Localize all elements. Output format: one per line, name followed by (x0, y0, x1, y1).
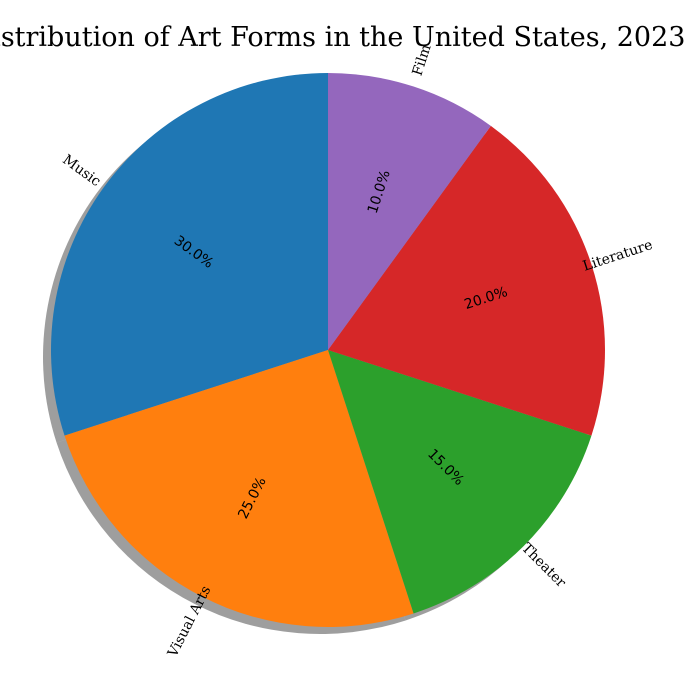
slice-visual-arts (64, 350, 414, 627)
label-theater: Theater (518, 540, 569, 591)
chart-title: Distribution of Art Forms in the United … (0, 22, 685, 53)
label-literature: Literature (581, 237, 655, 275)
slice-music (51, 73, 328, 436)
slice-film (328, 73, 491, 350)
pie-slices (51, 73, 605, 627)
slice-theater (328, 350, 592, 614)
slice-literature (328, 125, 605, 436)
label-music: Music (59, 152, 103, 190)
